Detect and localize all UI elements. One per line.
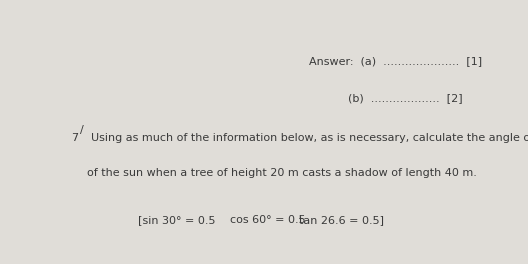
Text: /: / xyxy=(80,125,83,135)
Text: tan 26.6 = 0.5]: tan 26.6 = 0.5] xyxy=(299,215,384,225)
Text: (b)  ...................  [2]: (b) ................... [2] xyxy=(347,93,462,103)
Text: of the sun when a tree of height 20 m casts a shadow of length 40 m.: of the sun when a tree of height 20 m ca… xyxy=(87,168,477,178)
Text: cos 60° = 0.5: cos 60° = 0.5 xyxy=(230,215,305,225)
Text: 7: 7 xyxy=(71,133,78,143)
Text: Answer:  (a)  .....................  [1]: Answer: (a) ..................... [1] xyxy=(309,56,483,66)
Text: Using as much of the information below, as is necessary, calculate the angle of : Using as much of the information below, … xyxy=(91,133,528,143)
Text: [sin 30° = 0.5: [sin 30° = 0.5 xyxy=(138,215,215,225)
